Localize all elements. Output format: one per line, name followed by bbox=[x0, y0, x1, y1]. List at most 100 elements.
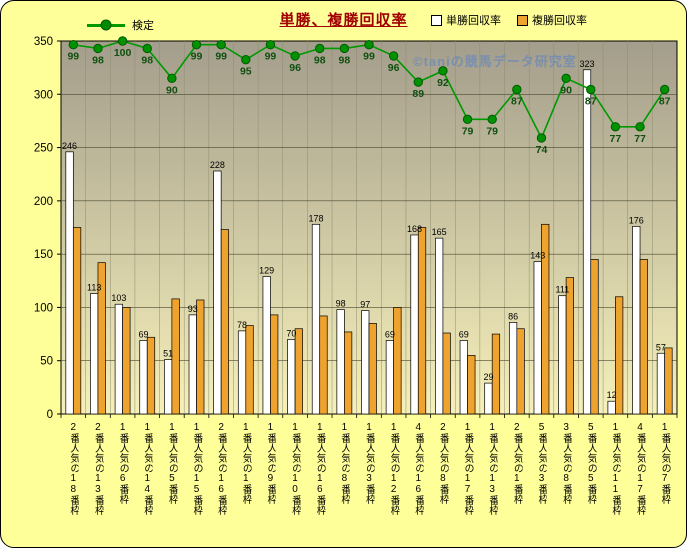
x-axis-label: 1番人気の9番枠 bbox=[264, 422, 276, 504]
bar-tansho bbox=[188, 314, 197, 415]
legend-tansho-label: 単勝回収率 bbox=[446, 15, 501, 27]
chart-title: 単勝、複勝回収率 bbox=[279, 12, 408, 29]
kentei-value-label: 90 bbox=[560, 84, 572, 96]
kentei-value-label: 100 bbox=[114, 47, 132, 59]
bar-value-label: 323 bbox=[579, 59, 594, 69]
kentei-value-label: 87 bbox=[511, 95, 523, 107]
bar-value-label: 51 bbox=[163, 349, 173, 359]
bar-tansho bbox=[508, 321, 518, 415]
y-axis-label: 50 bbox=[40, 356, 53, 368]
kentei-point bbox=[93, 43, 103, 54]
bar-tansho bbox=[90, 293, 99, 415]
kentei-point bbox=[512, 84, 522, 95]
kentei-point bbox=[167, 73, 177, 84]
bar-tansho bbox=[459, 340, 468, 415]
bar-fukusho bbox=[639, 259, 648, 415]
bar-tansho bbox=[435, 237, 444, 415]
kentei-value-label: 96 bbox=[289, 62, 301, 74]
x-axis-label: 1番人気の17番枠 bbox=[462, 422, 474, 515]
x-axis-labels: 2番人気の18番枠 2番人気の13番枠 1番人気の6番枠 1番人気の14番枠 1番人気の… bbox=[1, 420, 686, 546]
bar-fukusho bbox=[442, 332, 451, 415]
kentei-value-label: 98 bbox=[314, 54, 326, 66]
x-axis-label: 1番人気の8番枠 bbox=[338, 422, 350, 504]
y-axis-label: 300 bbox=[34, 89, 53, 101]
legend-bars: 単勝回収率 複勝回収率 bbox=[431, 12, 587, 28]
bar-fukusho bbox=[368, 323, 377, 415]
bar-tansho bbox=[164, 359, 173, 415]
kentei-point bbox=[586, 84, 596, 95]
x-axis-label: 2番人気の18番枠 bbox=[67, 422, 79, 515]
bar-value-label: 70 bbox=[286, 328, 296, 338]
bar-value-label: 178 bbox=[308, 213, 323, 223]
legend-kentei: 検定 bbox=[87, 17, 154, 33]
x-axis-label: 1番人気の1番枠 bbox=[240, 422, 252, 504]
legend-item-tansho: 単勝回収率 bbox=[431, 12, 501, 28]
kentei-value-label: 77 bbox=[634, 133, 646, 145]
bar-tansho bbox=[311, 223, 321, 415]
bar-fukusho bbox=[344, 331, 353, 415]
kentei-point bbox=[241, 54, 251, 65]
kentei-point bbox=[536, 133, 547, 143]
bar-tansho bbox=[114, 303, 123, 415]
bar-fukusho bbox=[97, 262, 106, 415]
kentei-point bbox=[635, 122, 645, 132]
x-axis-label: 1番人気の13番枠 bbox=[486, 422, 498, 515]
bar-fukusho bbox=[615, 296, 624, 415]
x-axis-label: 1番人気の5番枠 bbox=[166, 422, 178, 504]
bar-fukusho bbox=[393, 307, 402, 415]
y-axis-label: 250 bbox=[34, 143, 53, 155]
kentei-value-label: 96 bbox=[388, 62, 400, 74]
bar-value-label: 86 bbox=[508, 311, 518, 321]
bar-tansho bbox=[607, 400, 616, 415]
x-axis-label: 3番人気の8番枠 bbox=[560, 422, 572, 504]
bar-fukusho bbox=[220, 229, 230, 415]
bar-value-label: 69 bbox=[385, 329, 395, 339]
bar-value-label: 12 bbox=[607, 390, 617, 400]
bar-fukusho bbox=[122, 307, 131, 415]
x-axis-label: 5番人気の5番枠 bbox=[585, 422, 597, 504]
kentei-point bbox=[487, 114, 497, 125]
bar-tansho bbox=[632, 226, 641, 415]
bar-fukusho bbox=[72, 227, 82, 415]
x-axis-label: 4番人気の17番枠 bbox=[634, 422, 646, 515]
kentei-point bbox=[142, 43, 152, 54]
bar-tansho bbox=[533, 261, 542, 415]
x-axis-label: 1番人気の14番枠 bbox=[141, 422, 153, 515]
bar-fukusho bbox=[171, 298, 180, 415]
bar-fukusho bbox=[196, 299, 205, 415]
x-axis-label: 2番人気の13番枠 bbox=[92, 422, 104, 515]
legend-item-fukusho: 複勝回収率 bbox=[517, 12, 587, 28]
bar-value-label: 69 bbox=[138, 329, 148, 339]
x-axis-label: 1番人気の6番枠 bbox=[117, 422, 129, 504]
kentei-value-label: 99 bbox=[363, 51, 375, 63]
bar-value-label: 246 bbox=[62, 141, 77, 151]
kentei-point bbox=[462, 114, 473, 125]
x-axis-label: 1番人気の3番枠 bbox=[363, 422, 375, 504]
kentei-value-label: 90 bbox=[166, 84, 178, 96]
bar-tansho bbox=[139, 340, 148, 415]
bar-fukusho bbox=[319, 315, 328, 415]
bar-tansho bbox=[361, 310, 370, 415]
bar-tansho bbox=[65, 151, 74, 415]
bar-fukusho bbox=[245, 325, 254, 415]
kentei-value-label: 99 bbox=[215, 51, 227, 63]
y-axis-label: 0 bbox=[47, 409, 53, 421]
kentei-value-label: 79 bbox=[462, 125, 474, 137]
kentei-value-label: 95 bbox=[240, 66, 252, 78]
bar-fukusho bbox=[294, 328, 303, 415]
y-axis-label: 350 bbox=[34, 36, 53, 48]
bar-tansho bbox=[656, 352, 666, 415]
kentei-point bbox=[610, 122, 621, 132]
x-axis-label: 1番人気の15番枠 bbox=[191, 422, 203, 515]
legend-fukusho-label: 複勝回収率 bbox=[532, 15, 587, 27]
kentei-point bbox=[68, 40, 79, 50]
kentei-point bbox=[265, 40, 276, 50]
kentei-value-label: 87 bbox=[585, 95, 597, 107]
kentei-value-label: 99 bbox=[67, 51, 79, 63]
x-axis-label: 5番人気の3番枠 bbox=[535, 422, 547, 504]
bar-fukusho bbox=[565, 277, 574, 415]
kentei-point bbox=[315, 43, 325, 54]
tansho-swatch-icon bbox=[431, 14, 442, 26]
kentei-value-label: 74 bbox=[536, 144, 548, 156]
